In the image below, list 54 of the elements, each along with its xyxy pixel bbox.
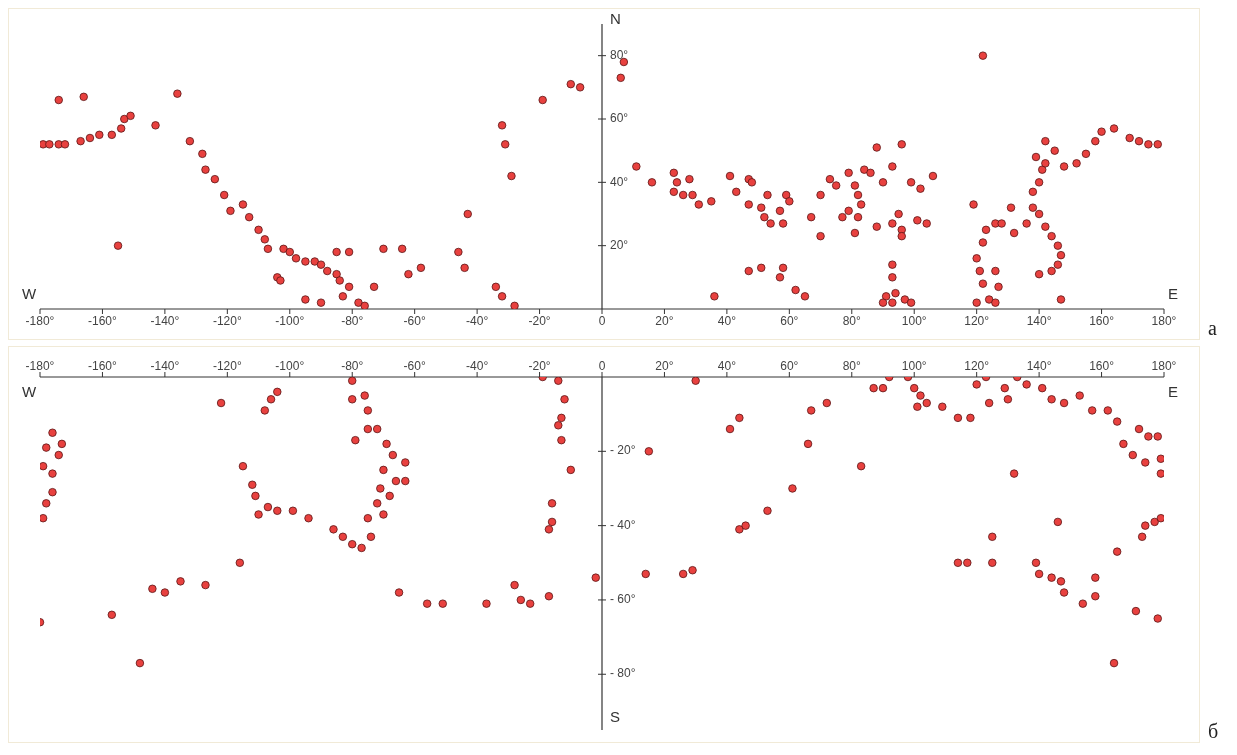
- x-tick-label: -100°: [275, 359, 305, 373]
- x-tick-label: 40°: [717, 359, 737, 373]
- x-tick-label: -120°: [212, 359, 242, 373]
- x-tick-label: -60°: [403, 359, 426, 373]
- x-tick-label: 0: [598, 359, 606, 373]
- x-tick-label: -160°: [88, 313, 118, 328]
- x-tick-label: -180°: [25, 359, 55, 373]
- y-tick-label: 40°: [610, 174, 629, 189]
- x-tick-label: -140°: [150, 313, 180, 328]
- x-tick-label: -180°: [25, 313, 55, 328]
- x-tick-label: 120°: [964, 313, 990, 328]
- x-tick-label: -20°: [528, 313, 551, 328]
- x-tick-label: 160°: [1089, 359, 1115, 373]
- x-tick-label: 160°: [1089, 313, 1115, 328]
- x-tick-label: 60°: [780, 313, 799, 328]
- y-tick-label: - 40°: [610, 517, 636, 532]
- x-tick-label: -80°: [341, 313, 364, 328]
- x-tick-label: 100°: [901, 359, 927, 373]
- y-tick-label: - 60°: [610, 592, 636, 607]
- x-tick-label: 140°: [1026, 313, 1052, 328]
- annotation: S: [610, 708, 621, 725]
- x-tick-label: 60°: [780, 359, 799, 373]
- y-tick-label: 60°: [610, 111, 629, 126]
- text: W: [22, 285, 37, 302]
- x-tick-label: 180°: [1151, 359, 1177, 373]
- x-tick-label: -140°: [150, 359, 180, 373]
- text: W: [22, 383, 37, 400]
- y-tick-label: 20°: [610, 237, 629, 252]
- x-tick-label: 80°: [842, 313, 862, 328]
- x-tick-label: -160°: [88, 359, 118, 373]
- x-tick-label: -40°: [466, 359, 489, 373]
- x-tick-label: 40°: [717, 313, 737, 328]
- text: E: [1168, 383, 1179, 400]
- text: а: [1208, 317, 1217, 340]
- x-tick-label: 140°: [1026, 359, 1052, 373]
- x-tick-label: -120°: [212, 313, 242, 328]
- annotation: N: [610, 10, 621, 27]
- x-tick-label: 120°: [964, 359, 990, 373]
- x-tick-label: 180°: [1151, 313, 1177, 328]
- y-tick-label: - 20°: [610, 443, 636, 458]
- x-tick-label: 100°: [901, 313, 927, 328]
- x-tick-label: 20°: [655, 313, 674, 328]
- x-tick-label: 80°: [842, 359, 862, 373]
- x-tick-label: 0: [598, 313, 606, 328]
- x-tick-label: -20°: [528, 359, 551, 373]
- x-tick-label: -100°: [275, 313, 305, 328]
- x-tick-label: -60°: [403, 313, 426, 328]
- text: E: [1168, 285, 1179, 302]
- x-tick-label: -40°: [466, 313, 489, 328]
- text: б: [1208, 720, 1219, 743]
- y-tick-label: - 80°: [610, 666, 636, 681]
- x-tick-label: 20°: [655, 359, 674, 373]
- y-tick-label: 80°: [610, 47, 629, 62]
- x-tick-label: -80°: [341, 359, 364, 373]
